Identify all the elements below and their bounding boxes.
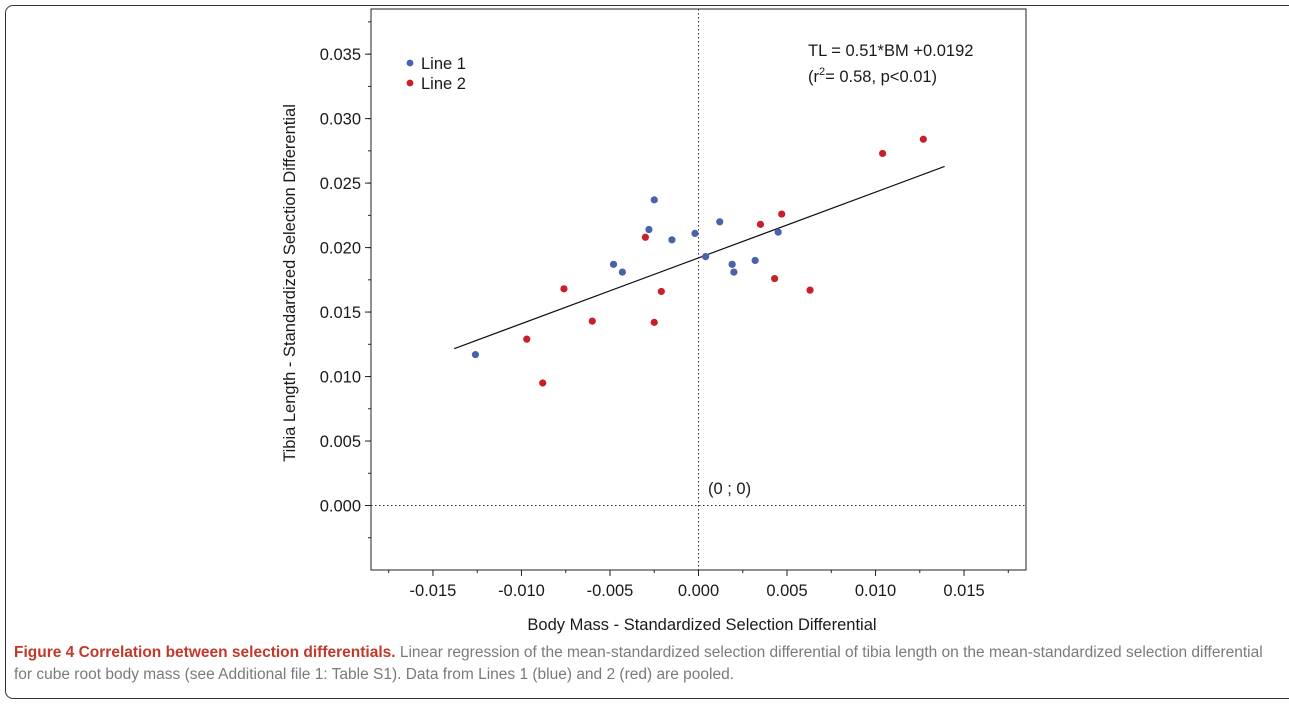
- y-tick-label: 0.005: [320, 433, 361, 451]
- legend: Line 1 Line 2: [406, 55, 466, 93]
- data-point-line-1: [618, 268, 626, 276]
- reference-lines: [371, 9, 1026, 570]
- data-point-line-2: [756, 220, 765, 228]
- y-tick-label: 0.035: [320, 46, 361, 64]
- y-tick-label: 0.000: [320, 498, 361, 516]
- data-point-line-2: [919, 135, 927, 143]
- x-tick-label: 0.005: [766, 582, 807, 600]
- y-tick-label: 0.010: [320, 369, 361, 387]
- r2-prefix: (r: [808, 68, 819, 86]
- x-tick-label: -0.010: [498, 582, 545, 600]
- data-point-line-1: [645, 225, 653, 234]
- data-point-line-2: [650, 318, 658, 326]
- x-tick-label: 0.000: [678, 582, 719, 600]
- x-tick-label: -0.015: [410, 582, 457, 600]
- r2-superscript: 2: [819, 66, 825, 78]
- regression-stats: (r2= 0.58, p<0.01): [808, 66, 937, 86]
- data-point-line-1: [774, 228, 782, 236]
- r2-rest: = 0.58, p<0.01): [825, 68, 937, 86]
- data-point-line-1: [728, 260, 736, 268]
- axes: -0.015 -0.010 -0.005 0.000 0.005 0.010 0.015 0.…: [320, 21, 1009, 600]
- data-point-line-1: [701, 253, 710, 261]
- y-axis-label: Tibia Length - Standardized Selection Di…: [281, 104, 299, 462]
- legend-marker-line-2: [406, 79, 414, 87]
- y-tick-label: 0.025: [320, 175, 361, 193]
- data-point-line-2: [523, 335, 531, 343]
- scatter-chart: -0.015 -0.010 -0.005 0.000 0.005 0.010 0.015 0.…: [281, 8, 1027, 634]
- data-point-line-1: [716, 218, 724, 226]
- regression-line-group: [453, 165, 945, 350]
- data-point-line-2: [588, 317, 596, 325]
- data-point-line-2: [771, 274, 779, 283]
- x-axis-label: Body Mass - Standardized Selection Diffe…: [527, 616, 876, 634]
- caption-title: Figure 4 Correlation between selection d…: [14, 644, 396, 661]
- origin-label: (0 ; 0): [708, 480, 751, 498]
- data-point-line-2: [560, 285, 568, 293]
- legend-label-line-1: Line 1: [421, 55, 466, 73]
- data-point-line-2: [778, 210, 786, 218]
- data-point-line-2: [539, 379, 547, 387]
- regression-equation: TL = 0.51*BM +0.0192: [808, 42, 973, 60]
- data-point-line-2: [657, 287, 665, 296]
- data-point-line-2: [641, 233, 649, 241]
- x-tick-label: -0.005: [587, 582, 634, 600]
- data-point-line-2: [879, 149, 887, 158]
- data-point-line-2: [806, 286, 814, 294]
- data-point-line-1: [471, 351, 480, 359]
- y-tick-label: 0.020: [320, 240, 361, 258]
- legend-marker-line-1: [406, 59, 414, 67]
- figure-frame: [5, 5, 1289, 699]
- legend-label-line-2: Line 2: [421, 75, 466, 93]
- data-point-line-1: [609, 260, 618, 268]
- data-point-line-1: [668, 236, 676, 244]
- data-point-line-1: [691, 229, 699, 237]
- data-points: [471, 135, 927, 387]
- regression-line: [453, 165, 945, 350]
- data-point-line-1: [730, 268, 738, 276]
- figure-caption: Figure 4 Correlation between selection d…: [14, 642, 1282, 686]
- x-tick-label: 0.015: [943, 582, 984, 600]
- data-point-line-1: [650, 196, 658, 204]
- y-tick-label: 0.030: [320, 111, 361, 129]
- x-tick-label: 0.010: [855, 582, 896, 600]
- y-tick-label: 0.015: [320, 304, 361, 322]
- caption-text: Linear regression of the mean-standardiz…: [14, 644, 1263, 683]
- data-point-line-1: [751, 256, 759, 265]
